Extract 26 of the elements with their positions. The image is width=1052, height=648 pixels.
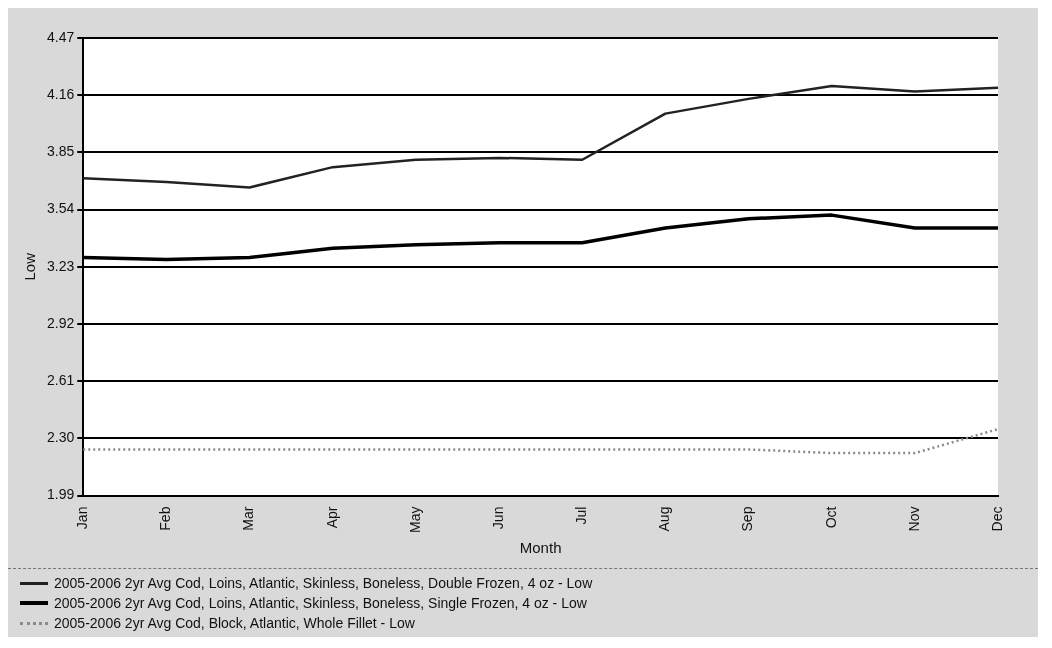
y-tick-label: 2.92 bbox=[47, 314, 75, 331]
x-tick-label: Jun bbox=[489, 506, 506, 530]
x-tick-label: May bbox=[406, 506, 423, 533]
x-tick-label: Nov bbox=[905, 506, 922, 532]
x-axis-title: Month bbox=[519, 539, 562, 557]
legend-label: 2005-2006 2yr Avg Cod, Loins, Atlantic, Skinless, Boneless, Single Frozen, 4 oz - Low bbox=[54, 594, 587, 613]
y-tick-label: 3.85 bbox=[47, 143, 75, 160]
y-tick-label: 3.23 bbox=[47, 257, 75, 274]
y-tick-label: 1.99 bbox=[47, 486, 75, 503]
x-tick-label: Jan bbox=[74, 506, 91, 530]
legend-label: 2005-2006 2yr Avg Cod, Loins, Atlantic, Skinless, Boneless, Double Frozen, 4 oz - Low bbox=[54, 574, 593, 593]
y-axis-title: Low bbox=[21, 252, 39, 281]
x-tick-label: Jul bbox=[573, 506, 590, 525]
x-tick-label: Feb bbox=[157, 506, 174, 531]
y-tick-label: 4.47 bbox=[47, 28, 75, 45]
x-tick-label: Mar bbox=[240, 506, 257, 531]
x-tick-label: Dec bbox=[988, 506, 1005, 532]
legend-label: 2005-2006 2yr Avg Cod, Block, Atlantic, Whole Fillet - Low bbox=[54, 614, 415, 633]
x-tick-label: Aug bbox=[656, 506, 673, 532]
x-tick-label: Sep bbox=[739, 506, 756, 532]
x-tick-label: Apr bbox=[323, 506, 340, 529]
y-tick-label: 4.16 bbox=[47, 86, 75, 103]
y-tick-label: 2.30 bbox=[47, 429, 75, 446]
y-tick-label: 3.54 bbox=[47, 200, 75, 217]
y-tick-label: 2.61 bbox=[47, 372, 75, 389]
x-tick-label: Oct bbox=[822, 506, 839, 529]
